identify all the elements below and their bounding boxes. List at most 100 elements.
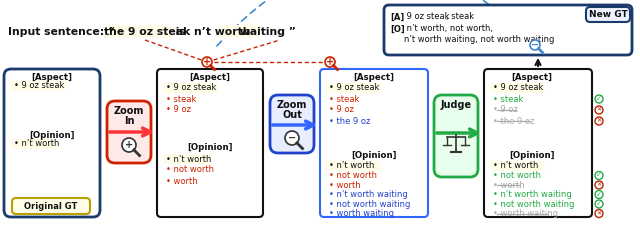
- FancyBboxPatch shape: [12, 198, 90, 214]
- FancyBboxPatch shape: [484, 69, 592, 217]
- Text: • worth waiting: • worth waiting: [329, 209, 394, 218]
- Text: ✓: ✓: [596, 192, 602, 197]
- Text: • 9 oz steak: • 9 oz steak: [166, 84, 216, 93]
- Bar: [404, 12, 446, 22]
- Text: Input sentence: “: Input sentence: “: [8, 27, 119, 37]
- Text: New GT: New GT: [589, 10, 627, 19]
- Text: Out: Out: [282, 110, 302, 120]
- Bar: [163, 154, 211, 164]
- Bar: [12, 81, 66, 91]
- Text: • worth waiting: • worth waiting: [493, 209, 558, 218]
- FancyBboxPatch shape: [157, 69, 263, 217]
- FancyBboxPatch shape: [270, 95, 314, 153]
- Text: • n’t worth waiting: • n’t worth waiting: [493, 190, 572, 199]
- Bar: [326, 161, 381, 171]
- Text: +: +: [326, 57, 334, 67]
- Text: • n’t worth: • n’t worth: [14, 139, 60, 148]
- Circle shape: [202, 57, 212, 67]
- Text: ✓: ✓: [596, 201, 602, 207]
- Text: , steak: , steak: [446, 12, 474, 22]
- Text: +: +: [203, 57, 211, 67]
- Text: • 9 oz steak: • 9 oz steak: [14, 82, 65, 90]
- Text: +: +: [125, 140, 133, 150]
- Bar: [104, 25, 172, 38]
- Text: [A]: [A]: [390, 12, 404, 22]
- Text: is: is: [172, 27, 189, 37]
- Text: 9 oz steak: 9 oz steak: [404, 12, 449, 22]
- Circle shape: [595, 95, 603, 103]
- Text: n’t worth: n’t worth: [404, 24, 445, 34]
- Circle shape: [285, 131, 299, 145]
- Bar: [326, 83, 381, 93]
- Circle shape: [595, 200, 603, 208]
- Circle shape: [595, 191, 603, 198]
- Text: • 9 oz steak: • 9 oz steak: [493, 84, 543, 93]
- Text: • the 9 oz: • the 9 oz: [329, 117, 371, 125]
- Text: • not worth waiting: • not worth waiting: [493, 199, 574, 208]
- Text: n’t worth: n’t worth: [194, 27, 250, 37]
- Bar: [218, 25, 258, 38]
- Text: [O]: [O]: [390, 24, 404, 34]
- Text: • 9 oz: • 9 oz: [166, 106, 191, 114]
- Text: • worth: • worth: [166, 176, 198, 185]
- Text: • worth: • worth: [329, 181, 360, 189]
- Circle shape: [595, 209, 603, 218]
- Text: • not worth: • not worth: [329, 171, 377, 180]
- Text: Original GT: Original GT: [24, 201, 77, 210]
- Text: the 9 oz steak: the 9 oz steak: [104, 27, 190, 37]
- Text: • worth: • worth: [493, 181, 525, 189]
- Text: • not worth waiting: • not worth waiting: [329, 199, 410, 208]
- Bar: [490, 161, 545, 171]
- Text: • steak: • steak: [493, 95, 524, 103]
- Text: ✓: ✓: [596, 172, 602, 179]
- Text: Zoom: Zoom: [277, 100, 307, 110]
- Text: [Aspect]: [Aspect]: [31, 73, 72, 82]
- Text: • n’t worth waiting: • n’t worth waiting: [329, 190, 408, 199]
- Text: • 9 oz: • 9 oz: [329, 106, 354, 114]
- Text: • 9 oz steak: • 9 oz steak: [329, 84, 380, 93]
- Text: • the 9 oz: • the 9 oz: [493, 117, 534, 125]
- Text: −: −: [531, 40, 539, 50]
- Text: • n’t worth: • n’t worth: [329, 161, 374, 171]
- Text: ✓: ✓: [596, 96, 602, 102]
- FancyBboxPatch shape: [384, 5, 632, 55]
- Text: [Opinion]: [Opinion]: [509, 150, 555, 159]
- Text: [Opinion]: [Opinion]: [29, 131, 75, 139]
- Bar: [12, 139, 58, 149]
- Circle shape: [595, 172, 603, 180]
- Text: [Opinion]: [Opinion]: [351, 150, 397, 159]
- Circle shape: [595, 106, 603, 114]
- Text: • steak: • steak: [329, 95, 360, 103]
- Text: Zoom: Zoom: [114, 106, 144, 116]
- Bar: [163, 83, 218, 93]
- Text: ✕: ✕: [596, 108, 602, 112]
- Text: • n’t worth: • n’t worth: [493, 161, 538, 171]
- FancyBboxPatch shape: [4, 69, 100, 217]
- Circle shape: [595, 117, 603, 125]
- FancyBboxPatch shape: [434, 95, 478, 177]
- Text: • 9 oz: • 9 oz: [493, 106, 518, 114]
- Text: ✕: ✕: [596, 211, 602, 216]
- Bar: [404, 24, 440, 34]
- Circle shape: [325, 57, 335, 67]
- Text: ✕: ✕: [596, 119, 602, 123]
- Text: waiting ”: waiting ”: [236, 27, 296, 37]
- FancyBboxPatch shape: [320, 69, 428, 217]
- Text: ✕: ✕: [596, 183, 602, 187]
- Bar: [490, 83, 545, 93]
- Text: −: −: [288, 133, 296, 143]
- Text: [Aspect]: [Aspect]: [511, 73, 552, 82]
- Text: In: In: [124, 116, 134, 126]
- Text: , not worth,: , not worth,: [442, 24, 493, 34]
- FancyBboxPatch shape: [586, 7, 630, 22]
- Text: • n’t worth: • n’t worth: [166, 155, 211, 163]
- Circle shape: [122, 138, 136, 152]
- Text: Judge: Judge: [440, 100, 472, 110]
- Text: • not worth: • not worth: [493, 171, 541, 180]
- Circle shape: [595, 181, 603, 189]
- Text: [Aspect]: [Aspect]: [189, 73, 230, 82]
- FancyBboxPatch shape: [107, 101, 151, 163]
- Circle shape: [530, 40, 540, 50]
- Text: [Aspect]: [Aspect]: [353, 73, 394, 82]
- Text: • not worth: • not worth: [166, 166, 214, 174]
